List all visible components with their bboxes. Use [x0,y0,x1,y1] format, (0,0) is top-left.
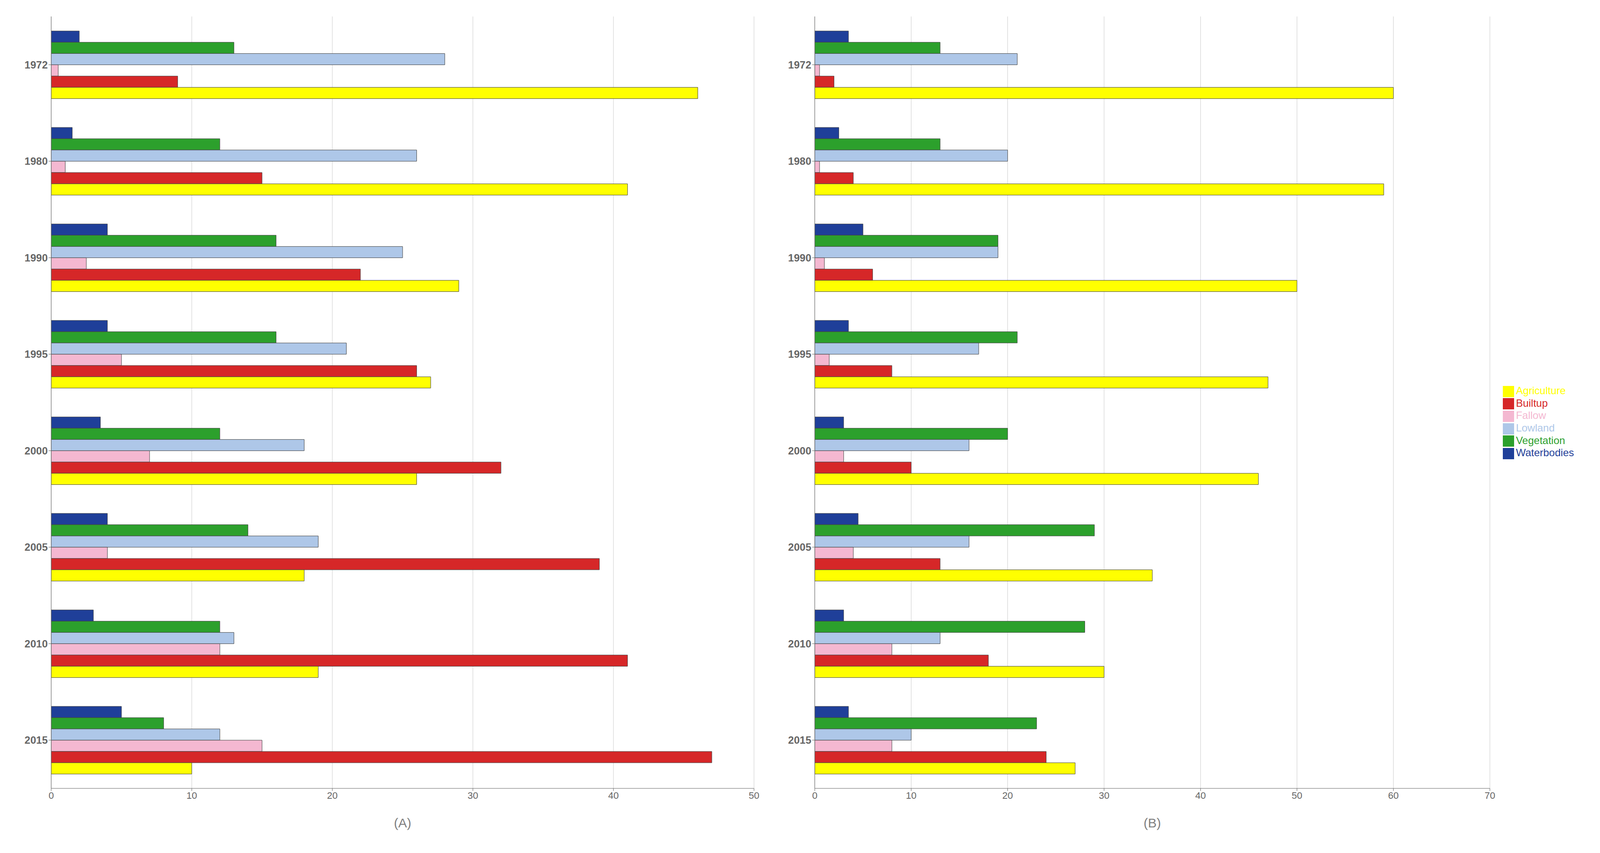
svg-text:50: 50 [1291,790,1302,802]
svg-text:50: 50 [748,790,760,802]
svg-text:60: 60 [1388,790,1399,802]
svg-text:1995: 1995 [788,348,812,361]
svg-text:1972: 1972 [788,59,812,71]
svg-text:2010: 2010 [24,638,48,650]
svg-text:40: 40 [608,790,619,802]
svg-text:70: 70 [1484,790,1496,802]
svg-text:1980: 1980 [24,155,48,168]
html-text:Lowland: Lowland [1515,422,1555,434]
svg-text:30: 30 [1098,790,1110,802]
svg-text:2005: 2005 [24,541,48,554]
html-text:Fallow: Fallow [1515,409,1546,422]
svg-text:1980: 1980 [788,155,812,168]
svg-text:1972: 1972 [24,59,48,71]
html-text:Vegetation: Vegetation [1515,434,1566,447]
svg-text:2005: 2005 [788,541,812,554]
html-text:Waterbodies: Waterbodies [1515,446,1574,459]
html-text:Agriculture: Agriculture [1515,384,1566,397]
svg-text:20: 20 [1002,790,1013,802]
svg-text:30: 30 [467,790,479,802]
svg-text:10: 10 [186,790,197,802]
svg-text:(B): (B) [1143,816,1161,831]
html-text:Builtup: Builtup [1515,397,1548,409]
svg-text:0: 0 [48,790,54,802]
svg-text:1990: 1990 [24,252,48,264]
svg-text:2015: 2015 [24,734,48,747]
svg-text:1990: 1990 [788,252,812,264]
svg-text:2000: 2000 [788,445,812,457]
svg-text:1995: 1995 [24,348,48,361]
svg-text:2010: 2010 [788,638,812,650]
svg-text:2015: 2015 [788,734,812,747]
svg-text:2000: 2000 [24,445,48,457]
svg-text:10: 10 [905,790,917,802]
svg-text:0: 0 [812,790,818,802]
svg-text:20: 20 [327,790,338,802]
svg-text:(A): (A) [393,816,412,831]
svg-text:40: 40 [1195,790,1206,802]
